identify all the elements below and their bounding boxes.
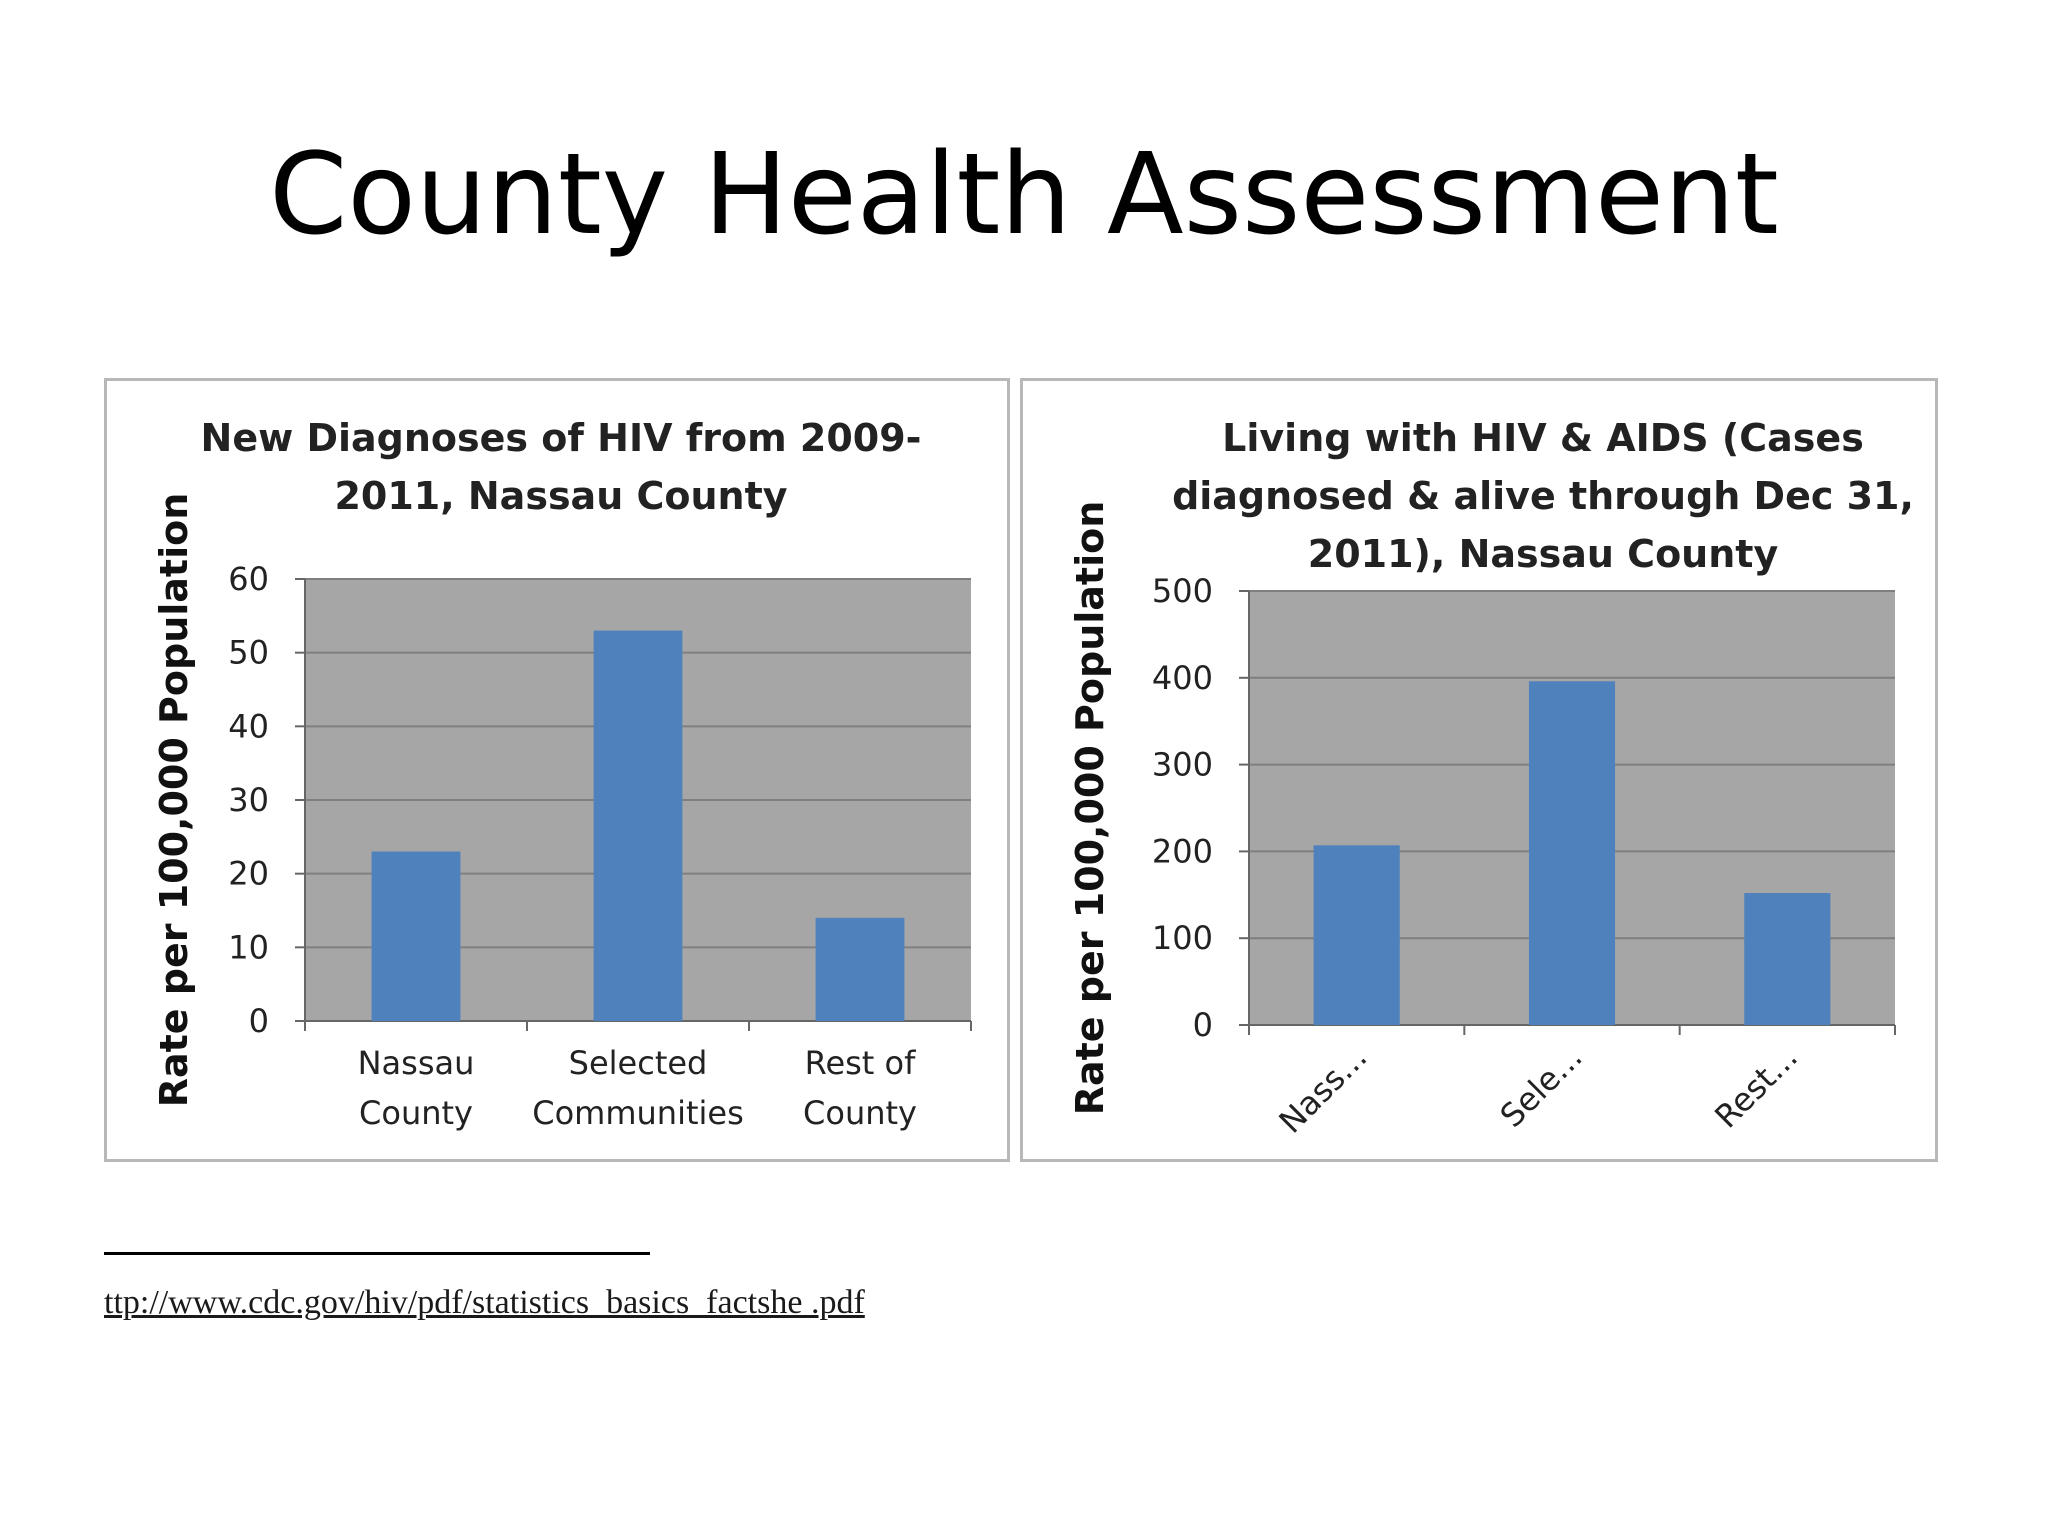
slide-title: County Health Assessment bbox=[269, 130, 1779, 260]
x-category-label: Sele... bbox=[1493, 1038, 1590, 1135]
chart-title-line: New Diagnoses of HIV from 2009- bbox=[201, 416, 922, 460]
chart-new-diagnoses-svg: New Diagnoses of HIV from 2009- 2011, Nas… bbox=[152, 416, 972, 1132]
y-tick-label: 60 bbox=[228, 560, 269, 598]
chart-title-line: Living with HIV & AIDS (Cases bbox=[1222, 416, 1864, 460]
y-tick-label: 0 bbox=[249, 1002, 269, 1040]
chart-title-line: 2011, Nassau County bbox=[334, 474, 787, 518]
footnote-source-link[interactable]: ttp://www.cdc.gov/hiv/pdf/statistics_bas… bbox=[104, 1284, 865, 1321]
y-tick-label: 200 bbox=[1152, 832, 1213, 870]
footnote-divider bbox=[104, 1252, 650, 1255]
bar bbox=[371, 851, 461, 1021]
chart-title-line: diagnosed & alive through Dec 31, bbox=[1172, 474, 1914, 518]
chart-new-diagnoses: New Diagnoses of HIV from 2009- 2011, Nas… bbox=[104, 378, 1010, 1162]
y-tick-label: 100 bbox=[1152, 919, 1213, 957]
y-tick-label: 0 bbox=[1193, 1006, 1213, 1044]
y-tick-label: 20 bbox=[228, 855, 269, 893]
bar bbox=[1528, 681, 1616, 1025]
y-axis-title: Rate per 100,000 Population bbox=[1068, 501, 1112, 1116]
bar bbox=[1744, 893, 1831, 1025]
bar bbox=[593, 630, 683, 1021]
y-tick-label: 10 bbox=[228, 928, 269, 966]
x-category-label: Selected bbox=[569, 1044, 708, 1082]
x-category-label: County bbox=[803, 1094, 917, 1132]
chart-title-line: 2011), Nassau County bbox=[1308, 532, 1779, 576]
x-category-label: Rest of bbox=[805, 1044, 916, 1082]
x-category-label: Rest... bbox=[1707, 1038, 1805, 1136]
y-tick-label: 40 bbox=[228, 707, 269, 745]
y-axis-title: Rate per 100,000 Population bbox=[152, 493, 196, 1108]
y-tick-label: 300 bbox=[1152, 746, 1213, 784]
bar bbox=[1313, 845, 1400, 1025]
y-tick-label: 30 bbox=[228, 781, 269, 819]
y-tick-label: 500 bbox=[1152, 572, 1213, 610]
x-category-label: Nassau bbox=[358, 1044, 475, 1082]
chart-living-with-hiv-svg: Living with HIV & AIDS (Cases diagnosed &… bbox=[1068, 416, 1914, 1141]
x-category-label: Nass... bbox=[1272, 1038, 1375, 1141]
y-tick-label: 50 bbox=[228, 634, 269, 672]
bar bbox=[815, 917, 905, 1021]
y-tick-label: 400 bbox=[1152, 659, 1213, 697]
x-category-label: County bbox=[359, 1094, 473, 1132]
chart-living-with-hiv: Living with HIV & AIDS (Cases diagnosed &… bbox=[1020, 378, 1938, 1162]
x-category-label: Communities bbox=[532, 1094, 744, 1132]
